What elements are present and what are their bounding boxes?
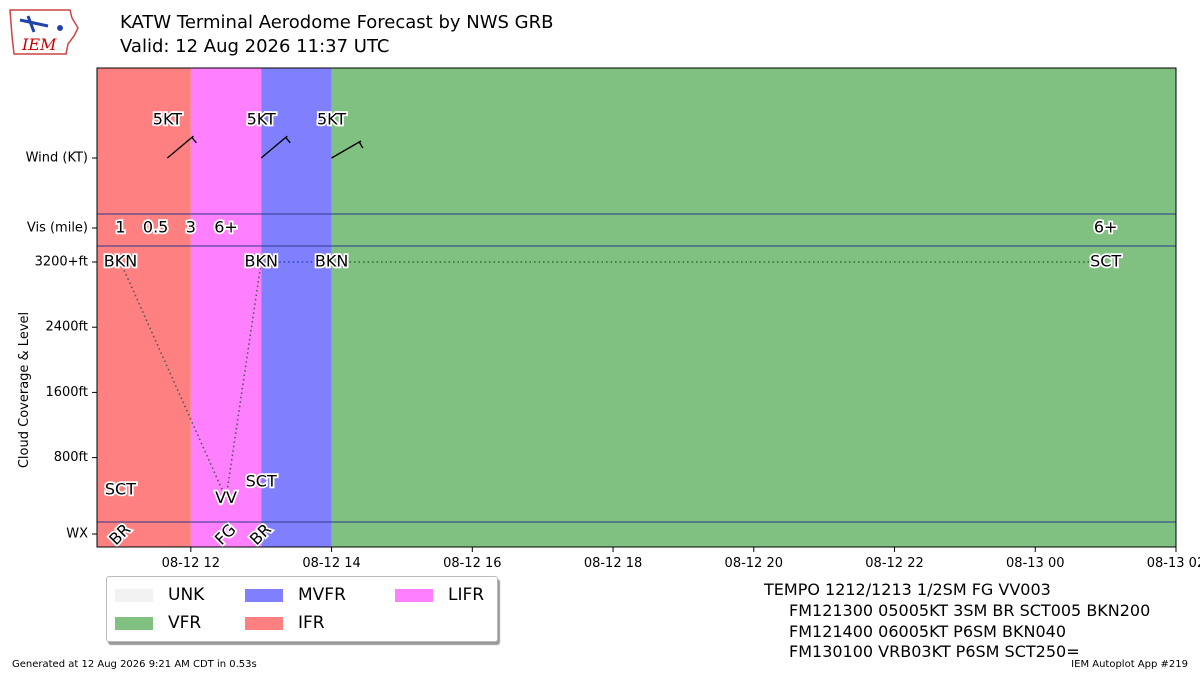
- legend-item-vfr: VFR: [115, 613, 201, 633]
- legend-label: LIFR: [448, 585, 485, 605]
- legend-label: VFR: [168, 613, 202, 633]
- visibility-label: 3: [186, 218, 196, 237]
- chart-title: KATW Terminal Aerodome Forecast by NWS G…: [120, 12, 554, 33]
- taf-line: FM130100 VRB03KT P6SM SCT250=: [789, 642, 1080, 661]
- visibility-label: 6+: [1094, 218, 1118, 237]
- band-lifr: [190, 68, 262, 547]
- x-tick-label: 08-13 00: [1006, 556, 1064, 571]
- legend-label: UNK: [168, 585, 205, 605]
- wind-barb-staff: [331, 140, 362, 159]
- app-footer: IEM Autoplot App #219: [1071, 659, 1188, 670]
- cloud-coverage-label: BKN: [315, 252, 348, 271]
- legend: UNK VFR MVFR IFR LIFR: [106, 576, 498, 642]
- y-tick-label: 1600ft: [45, 385, 88, 400]
- legend-item-mvfr: MVFR: [245, 585, 346, 605]
- y-tick-label: 2400ft: [45, 320, 88, 335]
- iem-logo: IEM: [8, 6, 82, 58]
- legend-item-ifr: IFR: [245, 613, 325, 633]
- y-tick-label: 800ft: [54, 450, 88, 465]
- taf-line: FM121400 06005KT P6SM BKN040: [789, 622, 1067, 641]
- logo-text: IEM: [21, 35, 57, 54]
- y-tick-label: Wind (KT): [26, 151, 88, 166]
- generated-footer: Generated at 12 Aug 2026 9:21 AM CDT in …: [12, 659, 257, 670]
- y-tick-label: Vis (mile): [27, 221, 88, 236]
- taf-line: TEMPO 1212/1213 1/2SM FG VV003: [764, 580, 1051, 599]
- band-vfr: [331, 68, 1177, 547]
- x-tick-label: 08-12 14: [302, 556, 360, 571]
- x-tick-label: 08-12 12: [162, 556, 220, 571]
- cloud-coverage-label: VV: [215, 488, 237, 507]
- y-axis-label: Cloud Coverage & Level: [17, 312, 32, 468]
- legend-swatch: [245, 616, 283, 630]
- wind-speed-label: 5KT: [317, 110, 346, 129]
- wind-barb: [166, 135, 197, 159]
- wind-barb: [260, 135, 291, 159]
- visibility-label: 6+: [214, 218, 238, 237]
- x-tick-label: 08-12 16: [443, 556, 501, 571]
- valid-time: Valid: 12 Aug 2026 11:37 UTC: [120, 36, 390, 57]
- wind-speed-label: 5KT: [153, 110, 182, 129]
- wind-barb: [331, 140, 364, 159]
- wind-barb-staff: [166, 135, 194, 159]
- cloud-coverage-label: SCT: [246, 472, 277, 491]
- legend-item-lifr: LIFR: [395, 585, 484, 605]
- legend-item-unk: UNK: [115, 585, 204, 605]
- cloud-coverage-label: SCT: [1090, 252, 1121, 271]
- legend-swatch: [115, 588, 153, 602]
- legend-swatch: [395, 588, 433, 602]
- plot-frame: [96, 67, 1177, 548]
- legend-swatch: [245, 588, 283, 602]
- cloud-coverage-label: BKN: [244, 252, 277, 271]
- wind-barb-flag: [358, 141, 364, 149]
- visibility-label: 0.5: [143, 218, 168, 237]
- legend-swatch: [115, 616, 153, 630]
- band-ifr: [97, 68, 191, 547]
- wind-barb-flag: [191, 136, 197, 144]
- x-tick-label: 08-12 22: [865, 556, 923, 571]
- x-tick-label: 08-12 20: [725, 556, 783, 571]
- y-tick-label: 3200+ft: [35, 255, 88, 270]
- cloud-coverage-label: BKN: [104, 252, 137, 271]
- cloud-coverage-label: SCT: [105, 480, 136, 499]
- visibility-label: 1: [115, 218, 125, 237]
- y-tick-label: WX: [66, 527, 88, 542]
- taf-line: FM121300 05005KT 3SM BR SCT005 BKN200: [789, 601, 1151, 620]
- legend-label: IFR: [298, 613, 325, 633]
- cloud-trend-line: [119, 261, 262, 502]
- wind-barb-staff: [260, 135, 288, 159]
- legend-label: MVFR: [298, 585, 346, 605]
- wind-speed-label: 5KT: [247, 110, 276, 129]
- x-tick-label: 08-13 02: [1147, 556, 1200, 571]
- wind-barb-flag: [285, 136, 291, 144]
- x-tick-label: 08-12 18: [584, 556, 642, 571]
